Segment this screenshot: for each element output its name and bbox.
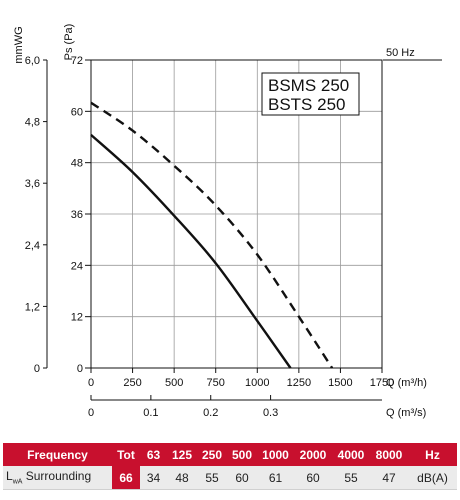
value-2000: 60 [294,466,332,490]
header-4000: 4000 [332,443,370,466]
lwa-symbol: L [6,469,13,484]
x-tick-label-6: 1500 [328,377,352,389]
header-8000: 8000 [370,443,408,466]
mmwg-tick-label-3: 2,4 [25,240,40,252]
value-4000: 55 [332,466,370,490]
header-2000: 2000 [294,443,332,466]
mmwg-tick-label-2: 3,6 [25,178,40,190]
curve-dashed [90,101,334,369]
pa-tick-label-5: 12 [71,312,83,324]
airflow-m3h-ticks: 0 250 500 750 1000 1250 1500 1750 [88,368,394,389]
value-8000: 47 [370,466,408,490]
performance-curves [90,101,334,369]
x-tick-label-0: 0 [88,377,94,389]
pressure-axis-label: Ps (Pa) [63,24,75,61]
header-250: 250 [197,443,227,466]
pa-tick-label-0: 72 [71,55,83,67]
surrounding-text: Surrounding [22,469,92,484]
mmwg-tick-label-5: 0 [34,363,40,375]
x2-tick-label-3: 0.3 [263,407,278,419]
x-tick-label-2: 500 [165,377,183,389]
sound-table-header-row: Frequency Tot 63 125 250 500 1000 2000 4… [3,443,457,466]
header-125: 125 [167,443,197,466]
pa-tick-label-2: 48 [71,158,83,170]
pressure-axis-ticks: 72 60 48 36 24 12 0 [71,55,91,375]
pa-tick-label-6: 0 [77,363,83,375]
mmwg-axis-ticks: 6,0 4,8 3,6 2,4 1,2 0 [25,55,47,375]
pa-tick-label-3: 36 [71,209,83,221]
x-tick-label-3: 750 [207,377,225,389]
mmwg-tick-label-4: 1,2 [25,301,40,313]
model-name-box [261,72,360,116]
plot-frame [90,59,383,369]
sound-power-table: Frequency Tot 63 125 250 500 1000 2000 4… [3,443,457,490]
mmwg-axis-label: mmWG [13,26,25,63]
x-tick-label-5: 1250 [287,377,311,389]
value-125: 48 [167,466,197,490]
header-1000: 1000 [257,443,294,466]
x2-tick-label-0: 0 [88,407,94,419]
lwa-subscript: wA [12,478,23,486]
pa-tick-label-4: 24 [71,260,83,272]
pa-tick-label-1: 60 [71,106,83,118]
frequency-note: 50 Hz [386,47,415,59]
mmwg-tick-label-0: 6,0 [25,55,40,67]
sound-table-value-row: LwA Surrounding 66 34 48 55 60 61 60 55 … [3,466,457,490]
value-unit: dB(A) [408,466,457,490]
header-hz: Hz [408,443,457,466]
model-name-1: BSMS 250 [268,76,349,95]
airflow-m3h-label: Q (m³/h) [386,377,427,389]
x-tick-label-7: 1750 [370,377,394,389]
model-name-2: BSTS 250 [268,95,346,114]
header-500: 500 [227,443,257,466]
frequency-header: Frequency [3,443,112,466]
value-250: 55 [197,466,227,490]
mmwg-tick-label-1: 4,8 [25,117,40,129]
header-tot: Tot [112,443,140,466]
value-1000: 61 [257,466,294,490]
x2-tick-label-1: 0.1 [143,407,158,419]
x-tick-label-1: 250 [123,377,141,389]
value-500: 60 [227,466,257,490]
x2-tick-label-2: 0.2 [203,407,218,419]
surrounding-label: LwA Surrounding [3,466,112,490]
x-tick-label-4: 1000 [245,377,269,389]
value-tot: 66 [112,466,140,490]
airflow-m3s-ticks: 0 0.1 0.2 0.3 [88,395,278,419]
curve-solid [90,134,292,369]
header-63: 63 [140,443,167,466]
airflow-m3s-label: Q (m³/s) [386,407,426,419]
fan-performance-chart: mmWG 6,0 4,8 3,6 2,4 1,2 0 Ps (Pa) 72 60 48 36 24… [13,24,442,419]
value-63: 34 [140,466,167,490]
